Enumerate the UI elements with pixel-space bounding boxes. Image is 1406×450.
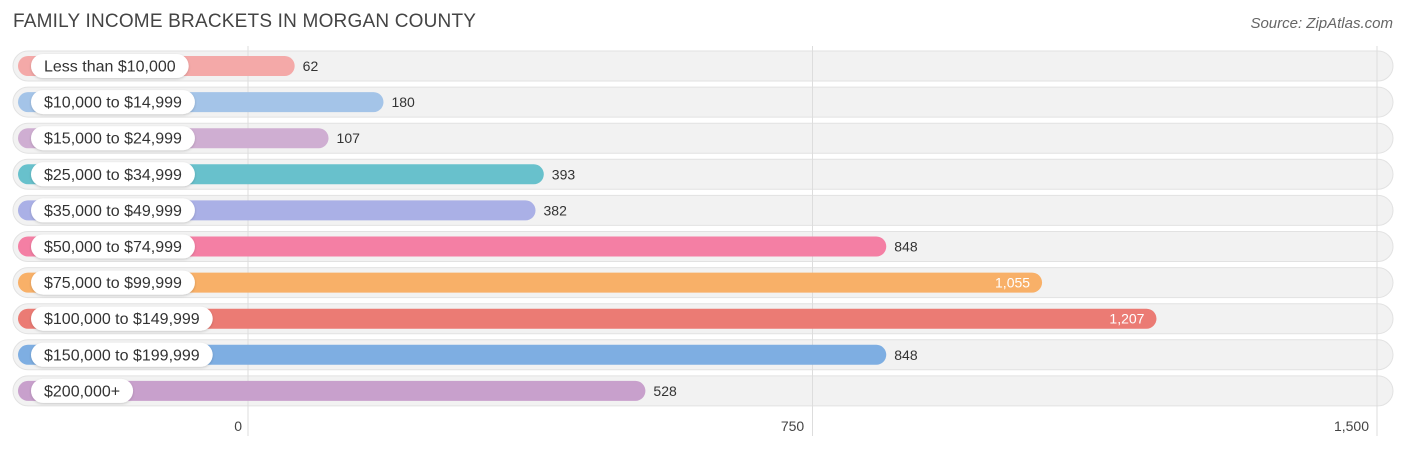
bar-group: $10,000 to $14,999 180	[18, 90, 415, 115]
value-label: 1,055	[995, 275, 1030, 291]
tick-label: 750	[781, 418, 805, 434]
value-label: 848	[894, 347, 918, 363]
row-background	[12, 50, 1394, 82]
category-label: $25,000 to $34,999	[44, 167, 182, 184]
category-label: $75,000 to $99,999	[44, 275, 182, 292]
category-pill	[31, 306, 213, 331]
source-attribution: Source: ZipAtlas.com	[1250, 15, 1393, 32]
category-pill	[31, 270, 195, 295]
value-label: 180	[391, 94, 415, 110]
bar-group: Less than $10,000 62	[18, 54, 318, 78]
value-label: 393	[552, 166, 576, 182]
category-pill	[31, 198, 195, 223]
tick-label: 0	[234, 418, 242, 434]
chart-title: FAMILY INCOME BRACKETS IN MORGAN COUNTY	[13, 11, 477, 32]
bar-group: $25,000 to $34,999 393	[18, 162, 576, 187]
bar-group: $35,000 to $49,999 382	[18, 198, 568, 223]
bar-group: $75,000 to $99,999 1,055	[18, 270, 1043, 295]
category-pill	[31, 54, 189, 78]
bar-group: $100,000 to $149,999 1,207	[18, 306, 1157, 331]
category-pill	[31, 378, 134, 403]
bar-group: $200,000+ 528	[18, 378, 677, 403]
value-label: 62	[303, 58, 319, 74]
row-background	[12, 122, 1394, 154]
bar-group: $150,000 to $199,999 848	[18, 342, 918, 367]
value-label: 107	[337, 130, 361, 146]
category-pill	[31, 90, 195, 115]
bar	[18, 380, 646, 401]
bar	[18, 308, 1157, 329]
category-label: $10,000 to $14,999	[44, 95, 182, 112]
tick-label: 1,500	[1334, 418, 1369, 434]
category-pill	[31, 342, 213, 367]
bar-group: $15,000 to $24,999 107	[18, 126, 361, 151]
category-pill	[31, 162, 195, 187]
bar	[18, 344, 887, 365]
category-pill	[31, 234, 195, 259]
category-label: $100,000 to $149,999	[44, 311, 200, 328]
bar	[18, 272, 1043, 293]
category-label: $35,000 to $49,999	[44, 203, 182, 220]
bar	[18, 236, 887, 257]
value-label: 382	[544, 202, 568, 218]
category-pill	[31, 126, 195, 151]
category-label: $50,000 to $74,999	[44, 239, 182, 256]
value-label: 528	[653, 383, 677, 399]
value-label: 1,207	[1109, 311, 1144, 327]
value-label: 848	[894, 239, 918, 255]
category-label: $200,000+	[44, 383, 120, 400]
category-label: $150,000 to $199,999	[44, 347, 200, 364]
category-label: Less than $10,000	[44, 59, 176, 76]
bar-group: $50,000 to $74,999 848	[18, 234, 918, 259]
category-label: $15,000 to $24,999	[44, 131, 182, 148]
